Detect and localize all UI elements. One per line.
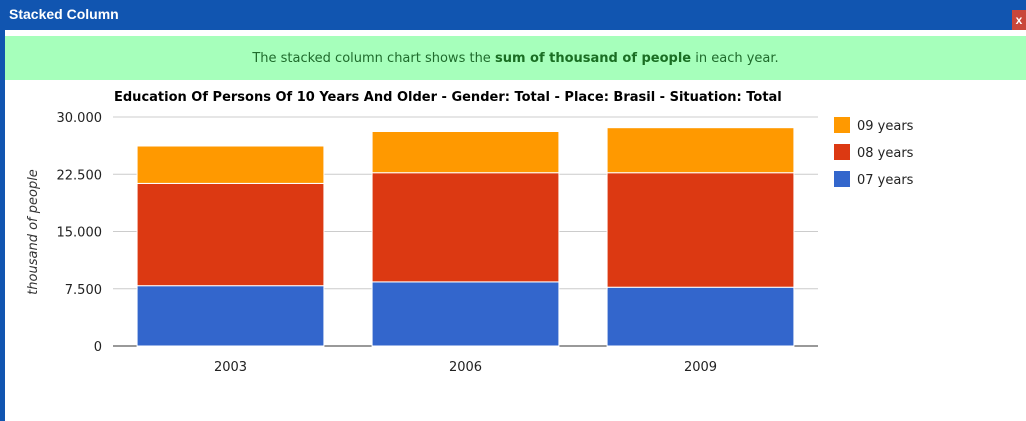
stacked-column-chart: Education Of Persons Of 10 Years And Old… [26, 90, 914, 375]
legend-swatch[interactable] [834, 171, 850, 187]
info-text-prefix: The stacked column chart shows the [252, 51, 495, 66]
y-tick-label: 22.500 [57, 168, 103, 183]
info-text-suffix: in each year. [691, 51, 779, 66]
bar-segment[interactable] [371, 281, 560, 347]
bar-segment[interactable] [606, 286, 795, 347]
legend-label[interactable]: 07 years [857, 173, 914, 188]
x-tick-label: 2003 [214, 360, 247, 375]
bar-segment[interactable] [136, 285, 325, 347]
window-titlebar: Stacked Column x [0, 0, 1026, 30]
y-tick-label: 0 [94, 340, 102, 355]
bar-segment[interactable] [606, 127, 795, 174]
bar-segment[interactable] [136, 145, 325, 184]
x-tick-label: 2006 [449, 360, 482, 375]
x-tick-label: 2009 [684, 360, 717, 375]
y-tick-label: 30.000 [57, 111, 103, 126]
close-icon[interactable]: x [1012, 10, 1026, 30]
bar-segment[interactable] [606, 172, 795, 288]
y-tick-label: 7.500 [65, 283, 102, 298]
y-axis-label: thousand of people [26, 169, 41, 295]
window-title: Stacked Column [9, 6, 119, 22]
legend-label[interactable]: 09 years [857, 119, 914, 134]
bar-segment[interactable] [371, 172, 560, 283]
bar-segment[interactable] [136, 182, 325, 287]
legend-swatch[interactable] [834, 117, 850, 133]
info-banner: The stacked column chart shows the sum o… [5, 36, 1026, 80]
chart-title: Education Of Persons Of 10 Years And Old… [114, 90, 782, 105]
y-tick-label: 15.000 [57, 226, 103, 241]
legend-swatch[interactable] [834, 144, 850, 160]
legend-label[interactable]: 08 years [857, 146, 914, 161]
bar-segment[interactable] [371, 131, 560, 174]
info-text-highlight: sum of thousand of people [494, 51, 692, 66]
